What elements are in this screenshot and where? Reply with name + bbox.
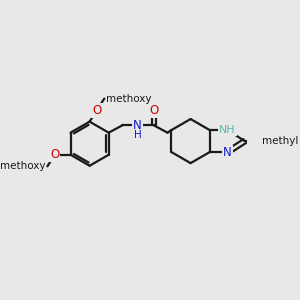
Text: H: H bbox=[134, 130, 141, 140]
Text: N: N bbox=[133, 119, 142, 132]
Text: N: N bbox=[223, 146, 232, 159]
Text: methyl: methyl bbox=[262, 136, 298, 146]
Text: methoxy: methoxy bbox=[106, 94, 152, 103]
Text: O: O bbox=[149, 104, 158, 117]
Text: O: O bbox=[92, 103, 102, 117]
Text: NH: NH bbox=[219, 125, 236, 135]
Text: methoxy: methoxy bbox=[0, 161, 45, 171]
Text: O: O bbox=[50, 148, 59, 161]
